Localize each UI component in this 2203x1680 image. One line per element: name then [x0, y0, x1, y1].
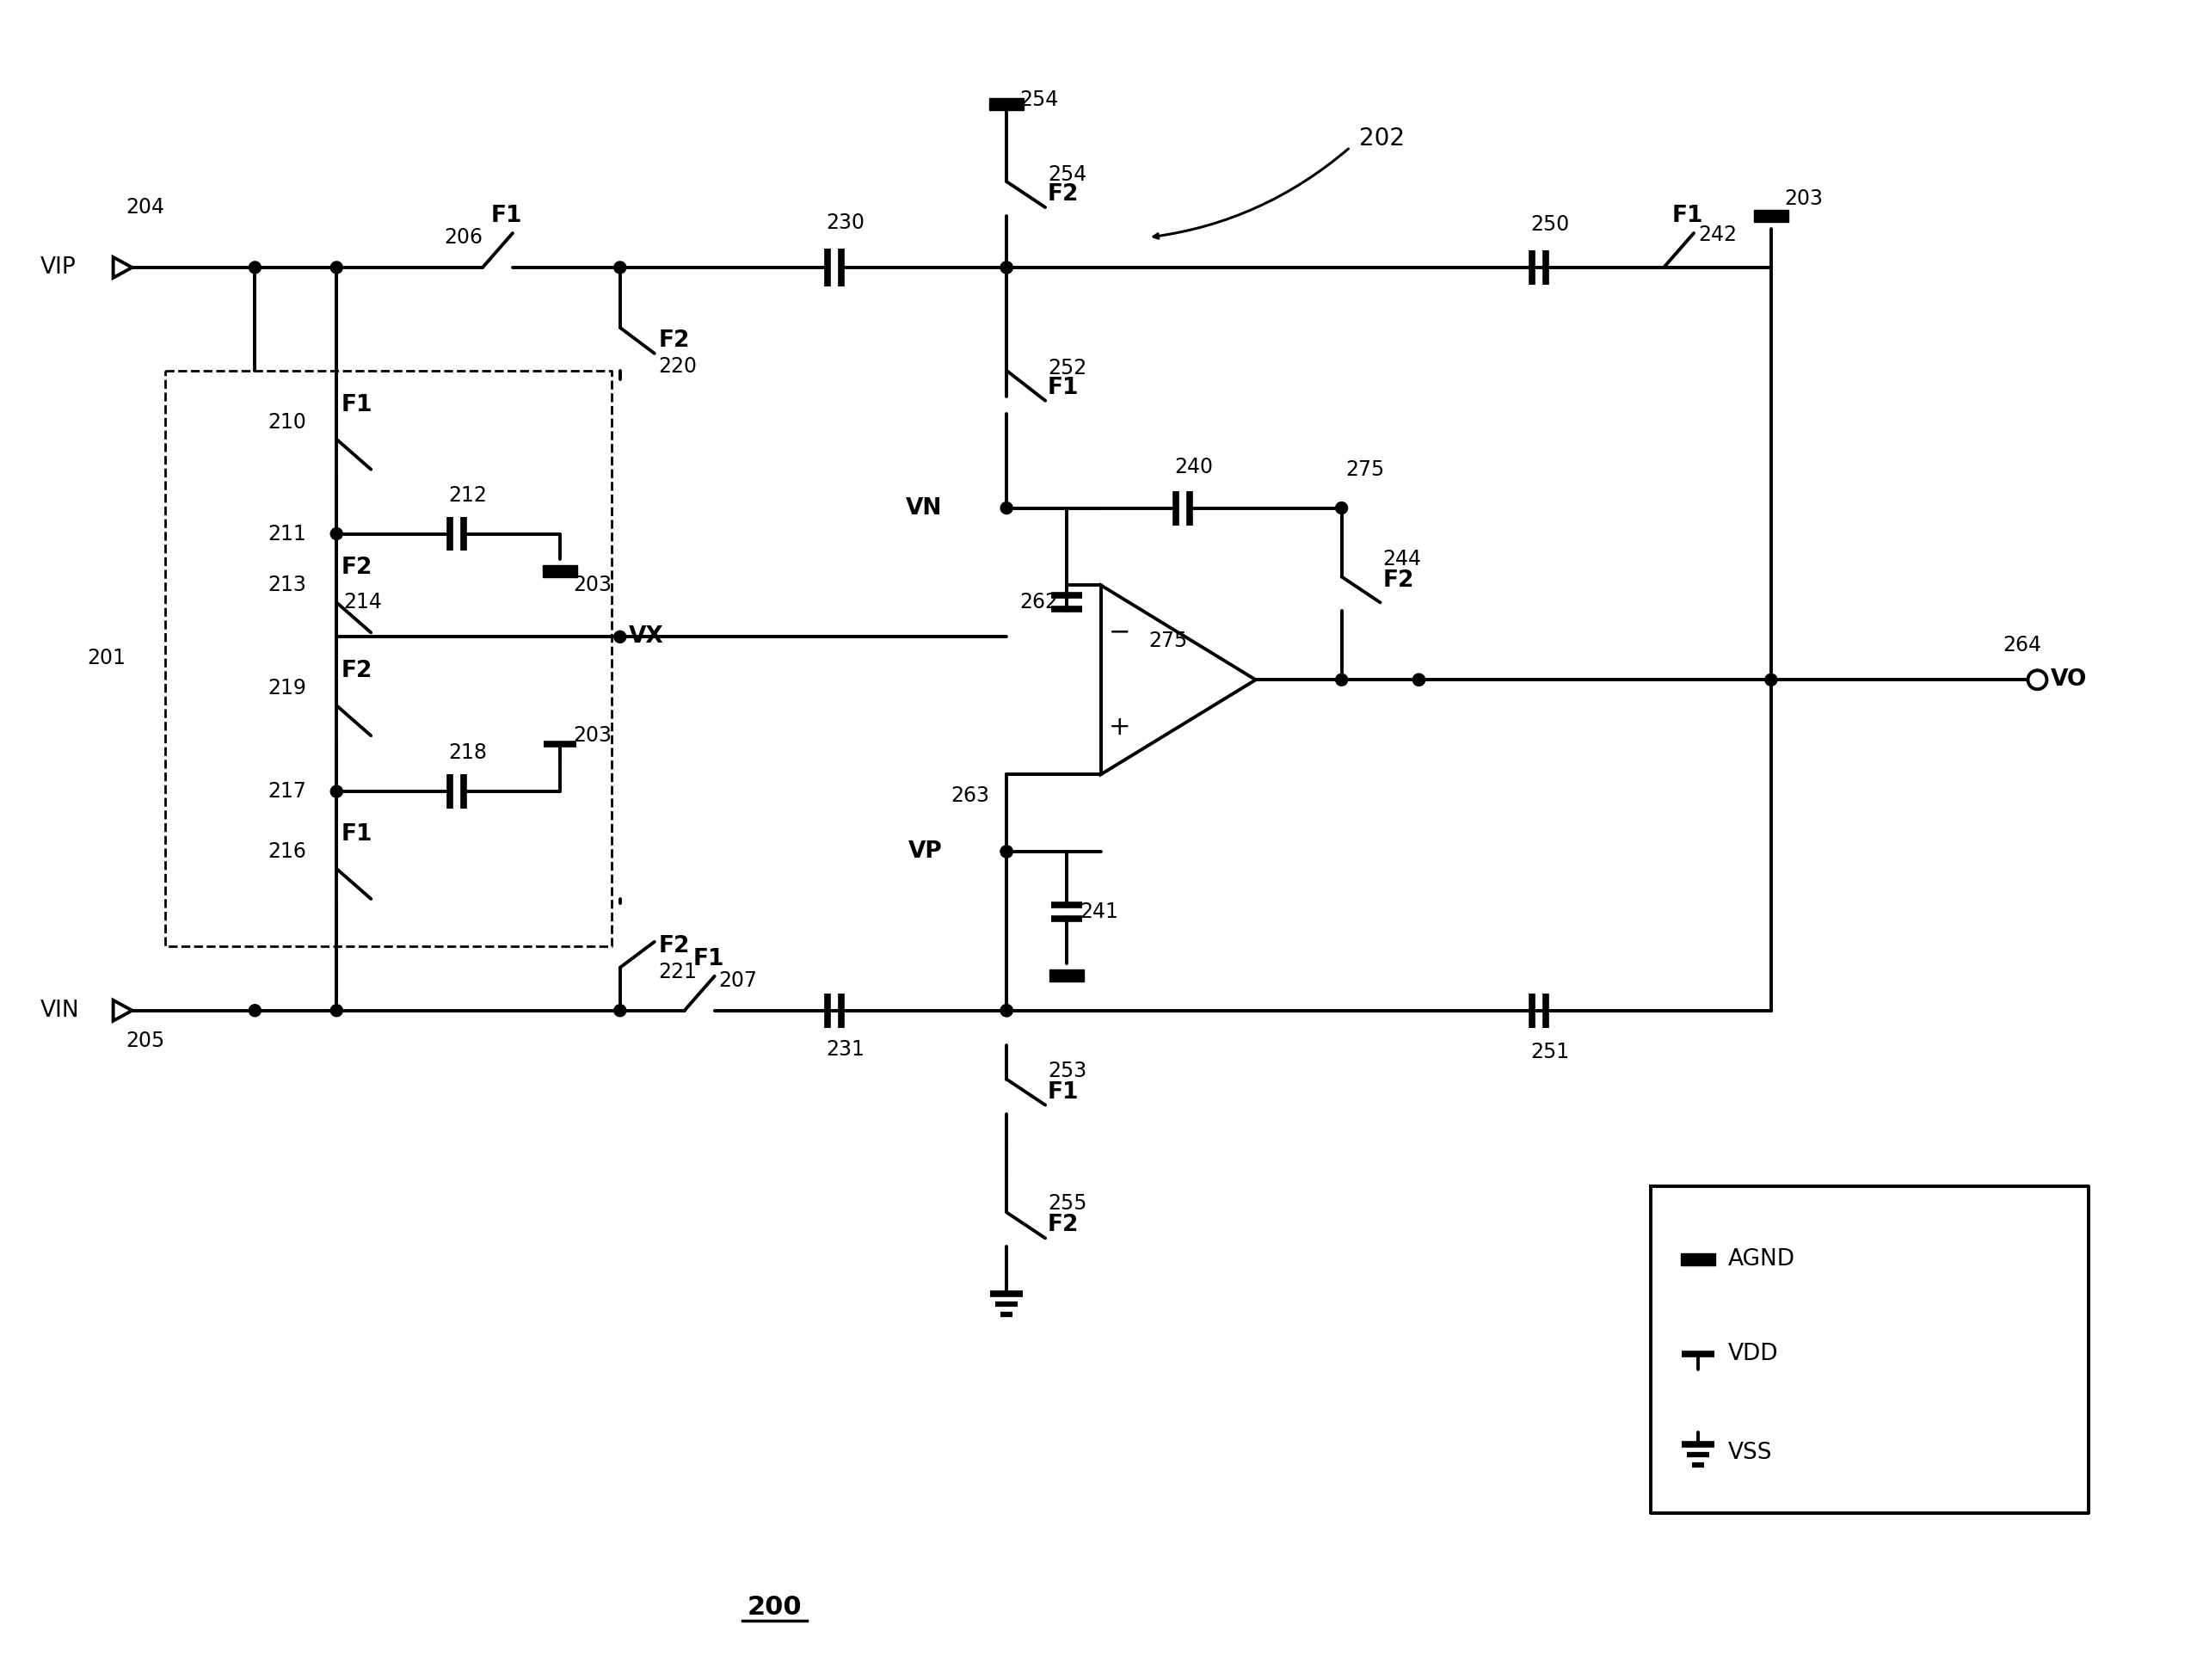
- Text: +: +: [1108, 714, 1130, 739]
- Bar: [1754, 210, 1789, 222]
- Circle shape: [1412, 674, 1425, 685]
- Text: VO: VO: [2051, 669, 2086, 690]
- Text: 205: 205: [126, 1030, 165, 1052]
- Text: VN: VN: [905, 497, 943, 519]
- Text: F1: F1: [341, 393, 372, 417]
- Text: F1: F1: [1049, 376, 1079, 398]
- Text: 203: 203: [573, 726, 612, 746]
- Text: 210: 210: [269, 412, 306, 432]
- Text: 207: 207: [718, 969, 758, 991]
- Text: 241: 241: [1079, 902, 1119, 922]
- Text: 217: 217: [269, 781, 306, 801]
- Text: VIN: VIN: [40, 1000, 79, 1021]
- Text: 251: 251: [1531, 1042, 1569, 1062]
- Circle shape: [330, 1005, 344, 1016]
- Circle shape: [1000, 262, 1013, 274]
- Circle shape: [330, 262, 344, 274]
- Text: 231: 231: [826, 1038, 866, 1060]
- Text: 250: 250: [1531, 215, 1569, 235]
- Text: VX: VX: [628, 625, 663, 648]
- Text: 242: 242: [1699, 225, 1736, 245]
- Text: F2: F2: [341, 558, 372, 580]
- Text: 262: 262: [1020, 591, 1057, 613]
- Circle shape: [330, 528, 344, 539]
- Bar: [542, 566, 577, 578]
- Text: F2: F2: [1383, 570, 1414, 591]
- Circle shape: [1000, 1005, 1013, 1016]
- Circle shape: [330, 786, 344, 798]
- Circle shape: [1412, 674, 1425, 685]
- Text: F2: F2: [341, 660, 372, 682]
- Text: 203: 203: [573, 575, 612, 596]
- Bar: [989, 97, 1024, 111]
- Circle shape: [249, 262, 260, 274]
- Text: 221: 221: [659, 961, 698, 983]
- Text: 206: 206: [445, 227, 482, 247]
- Text: F1: F1: [1672, 205, 1703, 227]
- Text: 212: 212: [447, 486, 487, 506]
- Circle shape: [1000, 262, 1013, 274]
- Bar: [1681, 1253, 1716, 1265]
- Circle shape: [1335, 674, 1348, 685]
- Text: AGND: AGND: [1727, 1248, 1795, 1270]
- Text: 252: 252: [1049, 358, 1086, 378]
- Text: 254: 254: [1020, 89, 1057, 111]
- Text: 216: 216: [269, 842, 306, 862]
- Text: 213: 213: [269, 575, 306, 596]
- Text: F1: F1: [341, 823, 372, 845]
- Text: F2: F2: [1049, 1215, 1079, 1236]
- Text: 240: 240: [1174, 457, 1214, 477]
- Text: VDD: VDD: [1727, 1342, 1778, 1366]
- Text: 203: 203: [1784, 188, 1822, 208]
- Text: 211: 211: [269, 524, 306, 544]
- Text: 255: 255: [1049, 1193, 1086, 1215]
- Circle shape: [1000, 502, 1013, 514]
- Text: F2: F2: [659, 934, 690, 958]
- Text: F2: F2: [659, 329, 690, 351]
- Text: 201: 201: [88, 648, 126, 669]
- Text: 219: 219: [269, 679, 306, 699]
- Circle shape: [615, 262, 626, 274]
- Text: VIP: VIP: [40, 257, 77, 279]
- Circle shape: [249, 1005, 260, 1016]
- Circle shape: [1000, 845, 1013, 857]
- Text: 254: 254: [1049, 165, 1086, 185]
- Text: 263: 263: [952, 786, 989, 806]
- Text: 220: 220: [659, 356, 698, 376]
- Circle shape: [1000, 845, 1013, 857]
- Text: 253: 253: [1049, 1060, 1086, 1080]
- Text: VP: VP: [908, 840, 943, 864]
- Bar: [1049, 969, 1084, 981]
- Text: 218: 218: [447, 743, 487, 763]
- Circle shape: [1335, 502, 1348, 514]
- Text: F1: F1: [694, 948, 725, 969]
- Text: F1: F1: [491, 205, 522, 227]
- Text: 214: 214: [344, 591, 381, 613]
- Text: 244: 244: [1383, 549, 1421, 570]
- Text: VSS: VSS: [1727, 1441, 1773, 1463]
- Text: 264: 264: [2003, 635, 2042, 655]
- Text: F1: F1: [1049, 1080, 1079, 1104]
- Text: 204: 204: [126, 197, 165, 218]
- Text: 230: 230: [826, 212, 866, 234]
- Circle shape: [1765, 674, 1778, 685]
- Text: F2: F2: [1049, 183, 1079, 205]
- Text: 275: 275: [1346, 459, 1386, 480]
- Circle shape: [615, 1005, 626, 1016]
- Text: 200: 200: [747, 1594, 802, 1620]
- Text: 275: 275: [1148, 630, 1187, 652]
- Circle shape: [1000, 1005, 1013, 1016]
- Circle shape: [615, 630, 626, 643]
- Text: −: −: [1108, 620, 1130, 645]
- Text: 202: 202: [1359, 126, 1403, 151]
